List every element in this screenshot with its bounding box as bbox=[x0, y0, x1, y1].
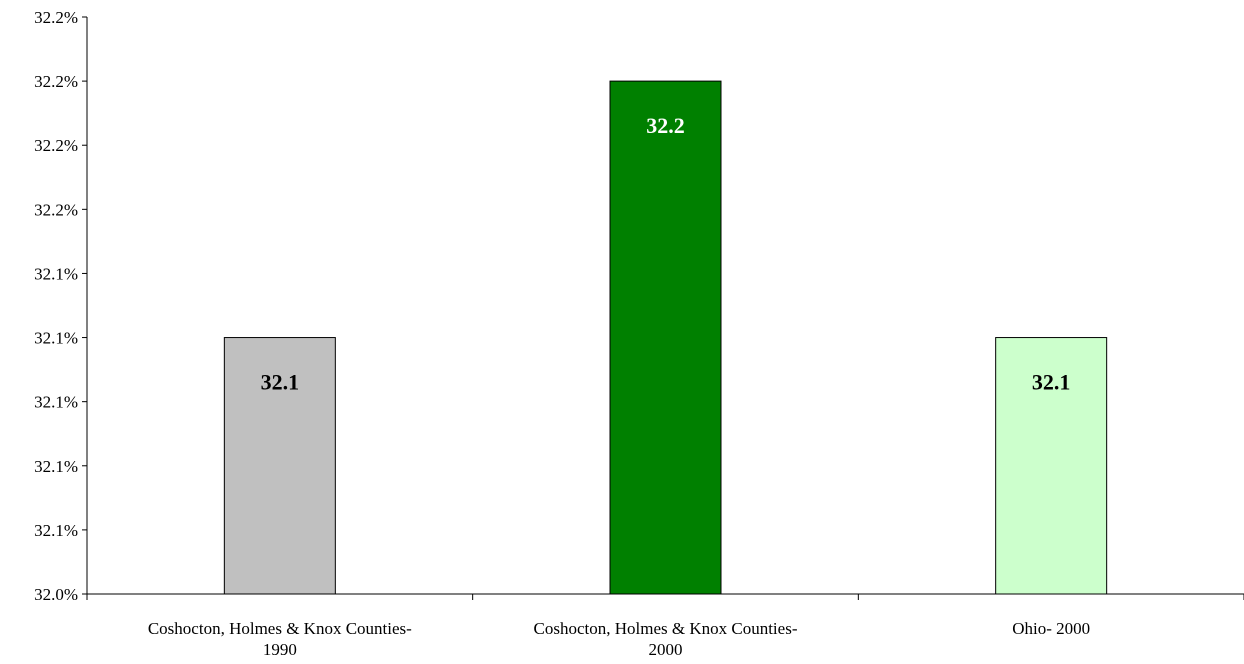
y-tick-label: 32.2% bbox=[34, 136, 78, 155]
y-axis: 32.0% 32.1% 32.1% 32.1% 32.1% 32.1% 32.2% 32.2%… bbox=[34, 8, 87, 604]
data-label: 32.2 bbox=[646, 113, 685, 138]
x-ticks bbox=[87, 594, 1244, 600]
y-ticks: 32.0% 32.1% 32.1% 32.1% 32.1% 32.1% 32.2% 32.2%… bbox=[34, 8, 87, 604]
y-tick-label: 32.2% bbox=[34, 8, 78, 27]
category-label: Ohio- 2000 bbox=[1012, 619, 1090, 638]
category-label: Coshocton, Holmes & Knox Counties- 2000 bbox=[534, 619, 798, 659]
data-label: 32.1 bbox=[261, 370, 300, 395]
x-axis bbox=[87, 594, 1244, 600]
category-label-line: Coshocton, Holmes & Knox Counties- bbox=[148, 619, 412, 638]
y-tick-label: 32.1% bbox=[34, 457, 78, 476]
y-tick-label: 32.1% bbox=[34, 329, 78, 348]
category-label-line: 2000 bbox=[649, 640, 683, 659]
category-label-line: 1990 bbox=[263, 640, 297, 659]
y-tick-label: 32.0% bbox=[34, 585, 78, 604]
category-label-line: Coshocton, Holmes & Knox Counties- bbox=[534, 619, 798, 638]
bars bbox=[224, 81, 1106, 594]
bar bbox=[610, 81, 721, 594]
y-tick-label: 32.1% bbox=[34, 264, 78, 283]
data-label: 32.1 bbox=[1032, 370, 1071, 395]
y-tick-label: 32.2% bbox=[34, 200, 78, 219]
category-label: Coshocton, Holmes & Knox Counties- 1990 bbox=[148, 619, 412, 659]
category-labels: Coshocton, Holmes & Knox Counties-1990Co… bbox=[148, 619, 1090, 659]
y-tick-label: 32.1% bbox=[34, 393, 78, 412]
category-label-line: Ohio- 2000 bbox=[1012, 619, 1090, 638]
y-tick-label: 32.2% bbox=[34, 72, 78, 91]
y-tick-label: 32.1% bbox=[34, 521, 78, 540]
